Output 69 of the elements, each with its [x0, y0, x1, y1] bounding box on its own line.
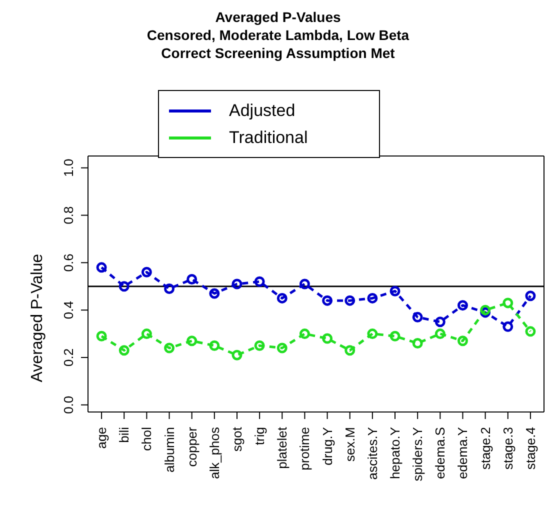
- y-tick-label: 1.0: [61, 158, 76, 177]
- point: [141, 266, 152, 278]
- x-tick-label: stage.3: [500, 427, 516, 470]
- point: [322, 295, 333, 306]
- chart-title: Averaged P-Values Censored, Moderate Lambda, Low Beta Correct Screening Assumption Met: [146, 8, 410, 62]
- y-tick-label: 0.4: [61, 301, 76, 320]
- point: [209, 288, 220, 299]
- point: [367, 292, 378, 304]
- y-tick-label: 0.2: [61, 348, 76, 367]
- point: [390, 330, 400, 342]
- x-tick-label: edema.S: [432, 426, 448, 480]
- point: [164, 342, 175, 354]
- point: [186, 336, 198, 346]
- point: [96, 262, 107, 273]
- point: [412, 338, 423, 349]
- point: [322, 333, 333, 344]
- point: [209, 340, 220, 351]
- point: [457, 300, 468, 311]
- x-tick-label: protime: [297, 427, 312, 470]
- point: [299, 278, 310, 290]
- point: [276, 342, 288, 354]
- point: [412, 312, 423, 322]
- y-axis-title: Averaged P-Value: [29, 254, 47, 382]
- x-tick-label: copper: [184, 426, 200, 467]
- point: [390, 286, 400, 296]
- x-tick-label: trig: [252, 427, 268, 446]
- point: [367, 328, 378, 340]
- point: [457, 336, 468, 346]
- x-tick-label: edema.Y: [455, 426, 470, 480]
- point: [502, 298, 514, 308]
- x-tick-label: bili: [116, 426, 132, 443]
- x-tick-label: alk_phos: [206, 426, 222, 480]
- x-tick-label: spiders.Y: [410, 426, 426, 482]
- point: [232, 278, 242, 290]
- x-tick-label: ascites.Y: [364, 426, 380, 480]
- point: [254, 276, 265, 287]
- point: [232, 350, 242, 360]
- point: [186, 274, 198, 285]
- point: [164, 283, 175, 294]
- point: [434, 328, 446, 340]
- x-tick-label: sgot: [229, 426, 244, 452]
- x-tick-label: albumin: [162, 427, 177, 473]
- y-tick-label: 0.8: [61, 206, 76, 224]
- point: [118, 281, 130, 292]
- x-tick-label: hepato.Y: [388, 426, 403, 480]
- point: [141, 328, 152, 340]
- point: [254, 340, 265, 351]
- x-tick-label: stage.2: [478, 427, 493, 470]
- x-tick-label: platelet: [274, 426, 290, 469]
- point: [525, 290, 536, 302]
- point: [344, 295, 356, 306]
- point: [276, 292, 288, 304]
- point: [299, 328, 310, 340]
- point: [434, 316, 446, 328]
- point: [118, 345, 130, 356]
- x-tick-label: sex.M: [342, 427, 358, 462]
- point: [96, 330, 107, 342]
- legend-label: Traditional: [229, 127, 308, 149]
- point: [480, 304, 491, 316]
- x-tick-label: chol: [139, 426, 154, 451]
- x-tick-label: stage.4: [522, 427, 538, 470]
- x-tick-label: drug.Y: [320, 426, 335, 466]
- point: [525, 326, 536, 337]
- x-tick-label: age: [94, 427, 110, 449]
- point: [344, 345, 356, 356]
- legend-label: Adjusted: [229, 100, 296, 122]
- y-tick-label: 0.6: [61, 254, 76, 272]
- point: [502, 321, 514, 332]
- y-tick-label: 0.0: [61, 396, 76, 414]
